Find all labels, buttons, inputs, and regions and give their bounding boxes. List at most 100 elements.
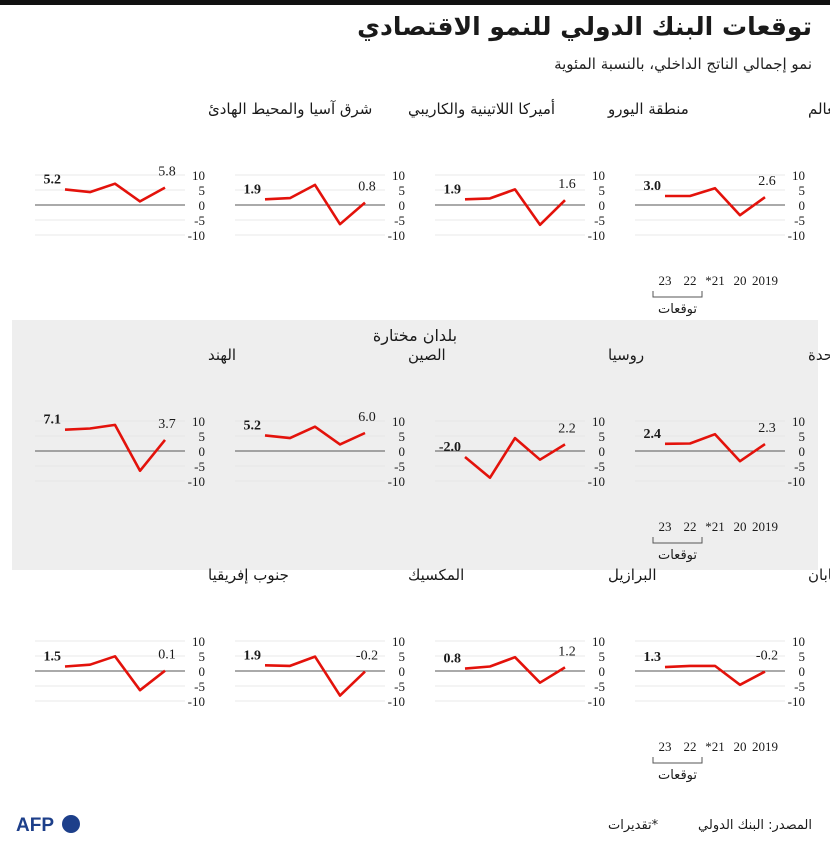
- y-tick-label: 10: [592, 634, 605, 649]
- y-tick-label: 5: [599, 649, 606, 664]
- y-tick-label: -5: [394, 459, 405, 474]
- y-tick-label: -10: [388, 474, 405, 489]
- y-tick-label: -5: [594, 213, 605, 228]
- x-tick-label: 22: [684, 739, 697, 754]
- forecast-bracket: [652, 537, 703, 544]
- y-tick-label: -5: [194, 213, 205, 228]
- y-tick-label: -10: [188, 474, 205, 489]
- top-rule: [0, 0, 830, 5]
- y-tick-label: 5: [799, 649, 806, 664]
- section-title: بلدان مختارة: [372, 326, 458, 345]
- chart-title: اليابان: [808, 566, 830, 584]
- y-tick-label: -5: [794, 213, 805, 228]
- forecast-label: توقعات: [658, 548, 697, 563]
- x-tick-label: 2019: [752, 273, 778, 288]
- y-tick-label: -5: [394, 679, 405, 694]
- y-tick-label: 0: [799, 444, 806, 459]
- y-tick-label: -5: [794, 459, 805, 474]
- end-value-label: 2.6: [758, 174, 776, 189]
- x-tick-label: 23: [659, 519, 672, 534]
- x-tick-label: 23: [659, 273, 672, 288]
- end-value-label: 1.6: [558, 177, 576, 192]
- chart-title: العالم: [808, 100, 830, 118]
- series-line: [64, 654, 166, 692]
- chart-title: المكسيك: [408, 566, 464, 584]
- start-value-label: 5.2: [244, 418, 262, 433]
- y-tick-label: -10: [188, 228, 205, 243]
- y-tick-label: 5: [399, 429, 406, 444]
- end-value-label: 5.8: [158, 165, 176, 180]
- y-tick-label: 10: [392, 634, 405, 649]
- y-tick-label: 5: [199, 649, 206, 664]
- start-value-label: -2.0: [439, 440, 461, 455]
- y-tick-label: -5: [594, 459, 605, 474]
- y-tick-label: -5: [394, 213, 405, 228]
- y-tick-label: 0: [599, 664, 606, 679]
- chart-title: أميركا اللاتينية والكاريبي: [408, 99, 555, 119]
- y-tick-label: -10: [788, 694, 805, 709]
- start-value-label: 1.3: [644, 650, 662, 665]
- end-value-label: 2.2: [558, 421, 576, 436]
- y-tick-label: 10: [192, 168, 205, 183]
- y-tick-label: -10: [588, 694, 605, 709]
- x-tick-label: 23: [659, 739, 672, 754]
- series-line: [665, 186, 766, 217]
- chart-title: البرازيل: [608, 566, 657, 584]
- y-tick-label: 0: [799, 664, 806, 679]
- afp-logo: AFP: [16, 815, 80, 836]
- y-tick-label: 5: [199, 429, 206, 444]
- series-line: [664, 664, 766, 687]
- y-tick-label: -10: [188, 694, 205, 709]
- forecast-bracket: [652, 291, 703, 298]
- start-value-label: 1.5: [44, 650, 62, 665]
- end-value-label: 1.2: [558, 644, 576, 659]
- estimate-note: *تقديرات: [608, 818, 659, 833]
- y-tick-label: 5: [799, 183, 806, 198]
- source-note: المصدر: البنك الدولي: [698, 818, 812, 833]
- end-value-label: -0.2: [756, 649, 778, 664]
- y-tick-label: 10: [392, 414, 405, 429]
- chart-title: الهند: [208, 346, 236, 364]
- series-line: [64, 423, 167, 473]
- end-value-label: -0.2: [356, 649, 378, 664]
- y-tick-label: 10: [192, 414, 205, 429]
- x-tick-label: *21: [705, 519, 725, 534]
- chart-title: الولايات المحدة: [808, 346, 830, 364]
- x-tick-label: *21: [705, 739, 725, 754]
- y-tick-label: 0: [399, 198, 406, 213]
- start-value-label: 5.2: [44, 172, 62, 187]
- y-tick-label: -10: [388, 228, 405, 243]
- end-value-label: 6.0: [358, 410, 376, 425]
- forecast-label: توقعات: [658, 302, 697, 317]
- chart-title: جنوب إفريقيا: [208, 566, 289, 584]
- y-tick-label: -10: [588, 474, 605, 489]
- y-tick-label: 0: [399, 664, 406, 679]
- forecast-bracket: [652, 757, 703, 764]
- x-tick-label: 22: [684, 519, 697, 534]
- y-tick-label: 10: [592, 414, 605, 429]
- y-tick-label: -5: [794, 679, 805, 694]
- chart-title: منطقة اليورو: [607, 100, 689, 118]
- page-title: توقعات البنك الدولي للنمو الاقتصادي: [357, 12, 812, 41]
- start-value-label: 3.0: [644, 179, 662, 194]
- chart-title: شرق آسيا والمحيط الهادئ: [208, 100, 372, 118]
- x-tick-label: 20: [734, 739, 747, 754]
- y-tick-label: 10: [592, 168, 605, 183]
- x-tick-label: 20: [734, 273, 747, 288]
- y-tick-label: 5: [599, 429, 606, 444]
- x-tick-label: 2019: [752, 519, 778, 534]
- series-line: [464, 655, 566, 685]
- end-value-label: 0.1: [158, 648, 176, 663]
- series-line: [464, 188, 566, 227]
- start-value-label: 1.9: [444, 182, 462, 197]
- y-tick-label: 10: [192, 634, 205, 649]
- series-line: [64, 182, 166, 203]
- y-tick-label: 0: [599, 198, 606, 213]
- y-tick-label: 0: [399, 444, 406, 459]
- y-tick-label: -10: [788, 474, 805, 489]
- y-tick-label: -5: [194, 459, 205, 474]
- start-value-label: 0.8: [444, 652, 462, 667]
- y-tick-label: 5: [799, 429, 806, 444]
- y-tick-label: 0: [199, 198, 206, 213]
